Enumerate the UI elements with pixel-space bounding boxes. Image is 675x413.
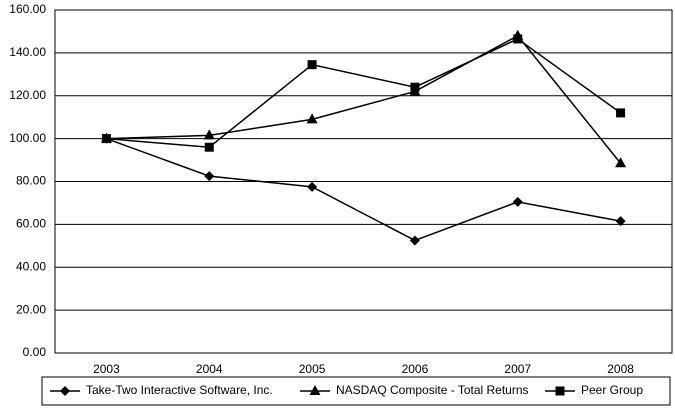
- legend-label: Take-Two Interactive Software, Inc.: [86, 383, 273, 397]
- data-point: [615, 157, 627, 168]
- legend-marker: [60, 386, 70, 396]
- data-point: [204, 142, 214, 152]
- data-point: [307, 60, 317, 70]
- y-tick-label: 100.00: [9, 131, 46, 145]
- data-point: [101, 134, 111, 144]
- data-point: [512, 196, 523, 207]
- data-point: [204, 171, 215, 182]
- x-tick-label: 2007: [504, 362, 531, 376]
- y-tick-label: 60.00: [16, 217, 46, 231]
- legend-marker: [309, 385, 321, 395]
- legend-label: Peer Group: [581, 383, 643, 397]
- x-tick-label: 2006: [402, 362, 429, 376]
- data-point: [410, 82, 420, 92]
- y-tick-label: 120.00: [9, 88, 46, 102]
- data-point: [307, 181, 318, 192]
- series-line: [106, 38, 622, 148]
- x-tick-label: 2008: [607, 362, 634, 376]
- data-point: [306, 113, 318, 124]
- y-tick-label: 140.00: [9, 45, 46, 59]
- x-tick-label: 2003: [93, 362, 120, 376]
- y-tick-label: 40.00: [16, 259, 46, 273]
- x-tick-label: 2005: [299, 362, 326, 376]
- y-tick-label: 80.00: [16, 174, 46, 188]
- legend-label: NASDAQ Composite - Total Returns: [336, 383, 529, 397]
- y-tick-label: 160.00: [9, 2, 46, 16]
- y-tick-label: 20.00: [16, 302, 46, 316]
- data-point: [513, 34, 523, 44]
- data-point: [615, 216, 626, 227]
- series-line: [106, 137, 621, 242]
- data-point: [616, 108, 626, 118]
- x-tick-label: 2004: [196, 362, 223, 376]
- series-line: [106, 34, 622, 164]
- legend-marker: [555, 386, 565, 396]
- data-point: [409, 235, 420, 246]
- legend-box: [41, 376, 671, 406]
- y-tick-label: 0.00: [23, 345, 47, 359]
- data-point: [203, 129, 215, 140]
